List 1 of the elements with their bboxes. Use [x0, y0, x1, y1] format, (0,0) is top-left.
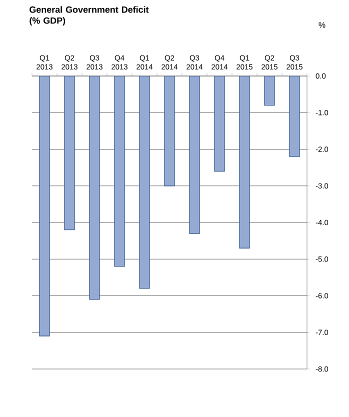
chart-title: General Government Deficit (% GDP) [30, 6, 149, 26]
